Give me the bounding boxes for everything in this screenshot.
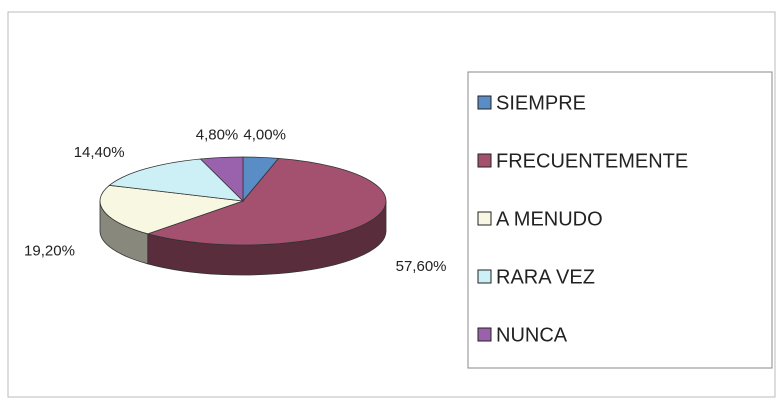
data-label: 57,60% — [396, 258, 447, 275]
data-label: 14,40% — [74, 144, 125, 161]
legend-swatch — [477, 95, 492, 110]
slice — [108, 158, 245, 202]
legend-box — [467, 71, 773, 369]
legend-label: RARA VEZ — [496, 266, 595, 288]
legend-label: NUNCA — [496, 324, 568, 346]
legend-swatch — [477, 211, 492, 226]
legend-swatch — [477, 153, 492, 168]
data-label: 4,80% — [196, 127, 239, 144]
legend-swatch — [477, 327, 492, 342]
data-label: 19,20% — [24, 243, 75, 260]
slice — [146, 157, 387, 246]
slice — [199, 156, 244, 202]
legend-label: SIEMPRE — [496, 92, 586, 114]
slice — [99, 184, 244, 235]
legend-label: A MENUDO — [496, 208, 603, 230]
legend-swatch — [477, 269, 492, 284]
data-label: 4,00% — [243, 126, 286, 143]
legend-label: FRECUENTEMENTE — [496, 150, 688, 172]
